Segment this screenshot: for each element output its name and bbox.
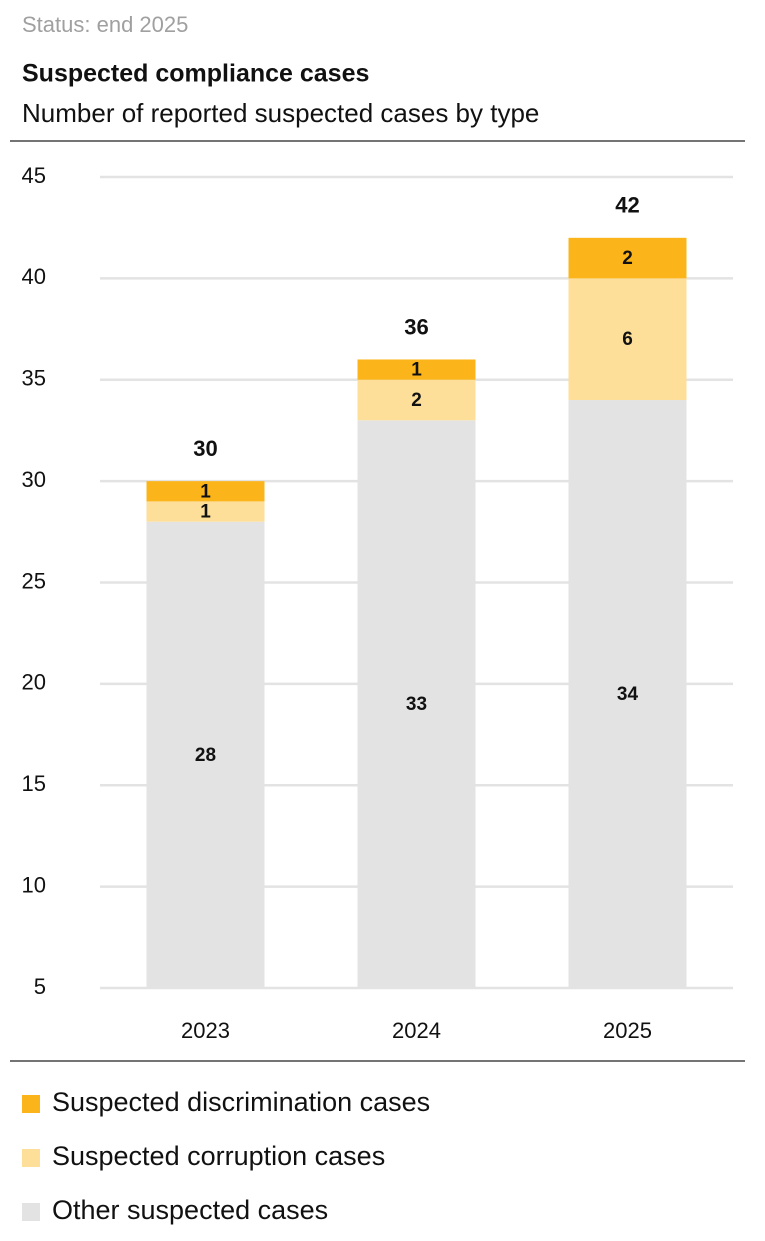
legend-swatch xyxy=(22,1095,40,1113)
value-label: 34 xyxy=(617,684,639,705)
y-tick-label: 20 xyxy=(22,670,46,695)
total-label: 36 xyxy=(404,314,428,339)
bar-segment xyxy=(568,278,687,401)
value-label: 28 xyxy=(195,745,216,766)
legend-label: Suspected corruption cases xyxy=(52,1141,385,1171)
value-label: 33 xyxy=(406,694,427,715)
bar-segment xyxy=(146,501,265,522)
x-tick-label: 2024 xyxy=(392,1018,441,1043)
bar-segment xyxy=(357,359,476,380)
y-tick-label: 35 xyxy=(22,366,46,391)
y-tick-label: 40 xyxy=(22,264,46,289)
x-tick-label: 2025 xyxy=(603,1018,652,1043)
chart-title: Suspected compliance cases xyxy=(22,60,369,88)
value-label: 6 xyxy=(622,329,633,350)
y-tick-label: 5 xyxy=(34,974,46,999)
chart-subtitle: Number of reported suspected cases by ty… xyxy=(22,98,539,128)
legend-swatch xyxy=(22,1149,40,1167)
x-tick-label: 2023 xyxy=(181,1018,230,1043)
y-tick-label: 15 xyxy=(22,771,46,796)
y-tick-label: 10 xyxy=(22,872,46,897)
y-tick-label: 30 xyxy=(22,467,46,492)
y-tick-label: 45 xyxy=(22,163,46,188)
bar-segment xyxy=(357,379,476,421)
value-label: 2 xyxy=(411,390,422,411)
y-tick-label: 25 xyxy=(22,568,46,593)
bar-segment xyxy=(146,521,265,988)
total-label: 42 xyxy=(615,193,639,218)
total-label: 30 xyxy=(193,436,217,461)
value-label: 1 xyxy=(200,481,211,502)
status-note: Status: end 2025 xyxy=(22,12,188,37)
legend-swatch xyxy=(22,1203,40,1221)
bar-segment xyxy=(146,481,265,502)
value-label: 1 xyxy=(200,502,211,523)
value-label: 1 xyxy=(411,360,422,381)
legend-label: Suspected discrimination cases xyxy=(52,1087,430,1117)
legend-label: Other suspected cases xyxy=(52,1195,328,1225)
bar-segment xyxy=(357,420,476,988)
bar-segment xyxy=(568,400,687,988)
value-label: 2 xyxy=(622,248,633,269)
bar-segment xyxy=(568,237,687,279)
